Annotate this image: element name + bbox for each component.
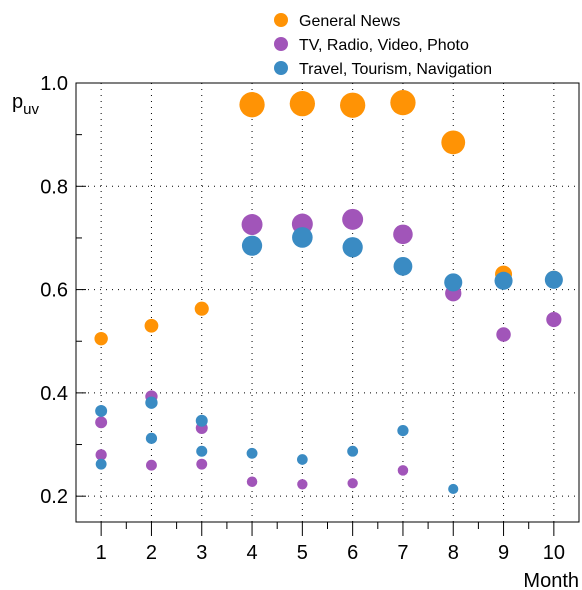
axis-ticks: 1 2 3 4 5 6 7 8 9 10 0.2 0.4 0.6 0.8 1.0 bbox=[40, 73, 565, 564]
data-point-travel-tourism-navigation bbox=[246, 447, 258, 459]
x-tick-label: 10 bbox=[543, 542, 565, 564]
x-tick-label: 6 bbox=[347, 542, 358, 564]
data-point-general-news bbox=[390, 89, 416, 116]
data-points bbox=[94, 89, 563, 495]
legend-marker-tv-radio-video-photo bbox=[274, 37, 288, 51]
legend: General News TV, Radio, Video, Photo Trave… bbox=[274, 13, 492, 78]
x-tick-label: 7 bbox=[397, 542, 408, 564]
y-tick-label: 1.0 bbox=[40, 73, 68, 95]
legend-label-general-news: General News bbox=[299, 13, 400, 30]
data-point-general-news bbox=[239, 92, 265, 118]
data-point-tv-radio-video-photo bbox=[496, 327, 511, 342]
data-point-travel-tourism-navigation bbox=[241, 235, 263, 256]
y-tick-label: 0.2 bbox=[40, 486, 68, 508]
data-point-travel-tourism-navigation bbox=[444, 273, 463, 292]
data-point-general-news bbox=[194, 301, 209, 316]
y-tick-label: 0.8 bbox=[40, 176, 68, 198]
x-tick-label: 4 bbox=[246, 542, 257, 564]
data-point-tv-radio-video-photo bbox=[146, 459, 157, 471]
legend-marker-travel-tourism-navigation bbox=[274, 61, 288, 75]
data-point-travel-tourism-navigation bbox=[393, 256, 413, 276]
data-point-travel-tourism-navigation bbox=[195, 414, 208, 427]
data-point-tv-radio-video-photo bbox=[196, 458, 208, 470]
x-tick-label: 2 bbox=[146, 542, 157, 564]
data-point-tv-radio-video-photo bbox=[246, 476, 258, 487]
data-point-travel-tourism-navigation bbox=[342, 237, 363, 258]
y-tick-label: 0.4 bbox=[40, 383, 68, 405]
data-point-travel-tourism-navigation bbox=[292, 227, 313, 248]
x-tick-label: 5 bbox=[297, 542, 308, 564]
data-point-tv-radio-video-photo bbox=[397, 465, 409, 476]
data-point-travel-tourism-navigation bbox=[196, 445, 208, 457]
data-point-travel-tourism-navigation bbox=[448, 483, 459, 495]
x-tick-label: 8 bbox=[448, 542, 459, 564]
y-axis-label-sub: uv bbox=[23, 101, 39, 118]
data-point-tv-radio-video-photo bbox=[393, 224, 413, 245]
data-point-travel-tourism-navigation bbox=[145, 432, 158, 444]
data-point-travel-tourism-navigation bbox=[297, 454, 308, 465]
x-tick-label: 3 bbox=[196, 542, 207, 564]
data-point-general-news bbox=[289, 91, 315, 117]
data-point-travel-tourism-navigation bbox=[494, 271, 513, 290]
data-point-tv-radio-video-photo bbox=[546, 311, 562, 328]
y-axis-label: puv bbox=[12, 91, 39, 118]
x-tick-label: 1 bbox=[96, 542, 107, 564]
series-travel-tourism-navigation bbox=[95, 227, 563, 495]
data-point-tv-radio-video-photo bbox=[241, 214, 263, 235]
plot-frame bbox=[75, 82, 580, 523]
data-point-general-news bbox=[441, 130, 466, 155]
series-tv-radio-video-photo bbox=[95, 208, 562, 490]
data-point-general-news bbox=[144, 318, 159, 333]
data-point-travel-tourism-navigation bbox=[95, 404, 108, 417]
data-point-tv-radio-video-photo bbox=[95, 449, 107, 461]
data-point-tv-radio-video-photo bbox=[95, 416, 108, 429]
data-point-tv-radio-video-photo bbox=[347, 478, 358, 489]
legend-label-tv-radio-video-photo: TV, Radio, Video, Photo bbox=[299, 37, 469, 54]
data-point-travel-tourism-navigation bbox=[95, 458, 107, 470]
data-point-general-news bbox=[94, 331, 108, 346]
data-point-general-news bbox=[340, 92, 366, 118]
data-point-travel-tourism-navigation bbox=[347, 445, 359, 457]
y-axis-label-main: p bbox=[12, 91, 23, 113]
y-tick-label: 0.6 bbox=[40, 280, 68, 302]
x-tick-label: 9 bbox=[498, 542, 509, 564]
legend-label-travel-tourism-navigation: Travel, Tourism, Navigation bbox=[299, 61, 492, 78]
x-axis-label: Month bbox=[523, 570, 579, 590]
grid-lines bbox=[76, 82, 579, 522]
data-point-tv-radio-video-photo bbox=[342, 208, 364, 230]
data-point-travel-tourism-navigation bbox=[544, 270, 563, 289]
data-point-travel-tourism-navigation bbox=[397, 424, 409, 437]
data-point-travel-tourism-navigation bbox=[145, 396, 158, 409]
legend-marker-general-news bbox=[274, 13, 288, 27]
series-general-news bbox=[94, 89, 563, 346]
data-point-tv-radio-video-photo bbox=[297, 479, 308, 490]
